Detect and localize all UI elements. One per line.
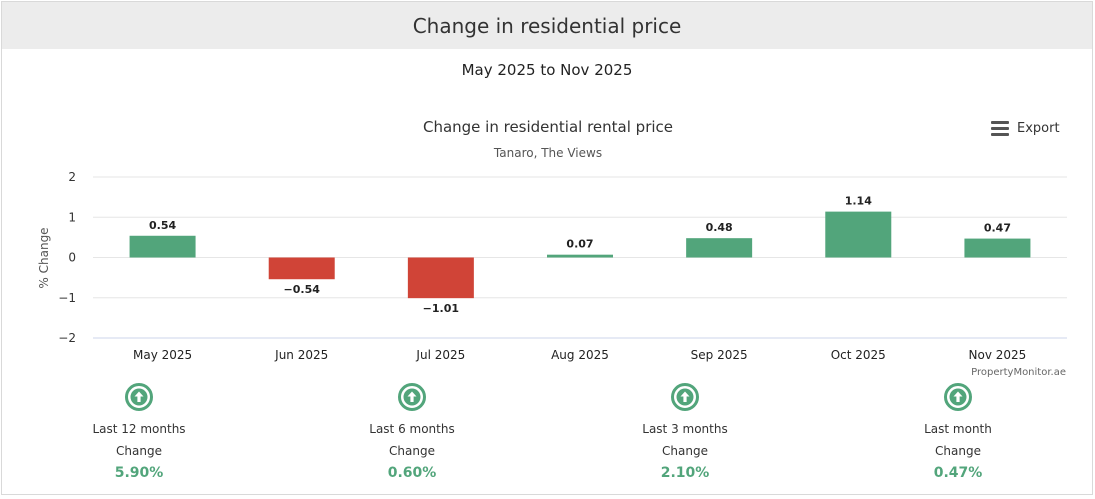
x-tick-label: Sep 2025 xyxy=(691,348,748,362)
export-label: Export xyxy=(1017,121,1060,136)
stat-label: Change xyxy=(389,444,435,458)
x-tick-label: Jun 2025 xyxy=(274,348,328,362)
stat-period: Last 3 months xyxy=(642,422,728,436)
stat-value: 0.47% xyxy=(933,465,983,481)
stat-last-3-months: Last 3 months Change 2.10% xyxy=(595,382,775,484)
arrow-up-circle-icon xyxy=(944,383,972,411)
bar xyxy=(825,211,892,258)
stat-label: Change xyxy=(116,444,162,458)
hamburger-menu-icon xyxy=(991,121,1009,136)
stat-last-month: Last month Change 0.47% xyxy=(868,382,1048,484)
chart-credit: PropertyMonitor.ae xyxy=(971,367,1066,378)
chart-title: Change in residential rental price xyxy=(423,118,673,136)
bar xyxy=(268,257,335,280)
data-label: 1.14 xyxy=(845,195,872,208)
y-tick-label: −1 xyxy=(58,291,76,305)
y-tick-label: −2 xyxy=(58,331,76,345)
stat-period: Last month xyxy=(924,422,992,436)
y-tick-label: 0 xyxy=(68,251,76,265)
stat-last-12-months: Last 12 months Change 5.90% xyxy=(49,382,229,484)
stat-label: Change xyxy=(935,444,981,458)
stat-value: 0.60% xyxy=(387,465,437,481)
bar xyxy=(686,238,753,258)
export-button[interactable]: Export xyxy=(991,121,1060,136)
stat-period: Last 6 months xyxy=(369,422,455,436)
data-label: −0.54 xyxy=(284,283,321,296)
x-tick-label: Aug 2025 xyxy=(551,348,609,362)
arrow-up-circle-icon xyxy=(671,383,699,411)
stat-last-6-months: Last 6 months Change 0.60% xyxy=(322,382,502,484)
stat-period: Last 12 months xyxy=(92,422,186,436)
y-tick-label: 1 xyxy=(68,210,76,224)
bar-chart: Change in residential rental price Tanaro… xyxy=(37,118,1067,378)
stats-row: Last 12 months Change 5.90% Last 6 month… xyxy=(2,382,1092,492)
bar xyxy=(129,235,196,258)
stat-label: Change xyxy=(662,444,708,458)
x-tick-label: Oct 2025 xyxy=(831,348,886,362)
stat-value: 5.90% xyxy=(114,465,164,481)
bar xyxy=(407,257,474,299)
stat-value: 2.10% xyxy=(660,465,710,481)
card-header: Change in residential price xyxy=(2,2,1092,49)
data-label: 0.48 xyxy=(706,221,733,234)
arrow-up-circle-icon xyxy=(125,383,153,411)
card-title: Change in residential price xyxy=(412,13,682,38)
x-tick-label: Jul 2025 xyxy=(415,348,465,362)
arrow-up-circle-icon xyxy=(398,383,426,411)
y-axis-title: % Change xyxy=(37,227,51,288)
y-tick-label: 2 xyxy=(68,170,76,184)
x-tick-label: Nov 2025 xyxy=(969,348,1027,362)
data-label: 0.54 xyxy=(149,219,176,232)
data-label: 0.07 xyxy=(566,238,593,251)
bar xyxy=(547,254,613,258)
bar xyxy=(964,238,1031,258)
x-tick-label: May 2025 xyxy=(133,348,192,362)
date-range: May 2025 to Nov 2025 xyxy=(461,61,633,79)
chart-subtitle: Tanaro, The Views xyxy=(493,146,602,160)
data-label: 0.47 xyxy=(984,222,1011,235)
data-label: −1.01 xyxy=(423,302,459,315)
